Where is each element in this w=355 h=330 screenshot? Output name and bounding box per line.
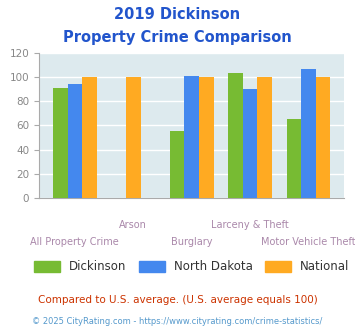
- Text: Compared to U.S. average. (U.S. average equals 100): Compared to U.S. average. (U.S. average …: [38, 295, 317, 305]
- Bar: [82, 77, 97, 198]
- Text: 2019 Dickinson: 2019 Dickinson: [114, 7, 241, 21]
- Legend: Dickinson, North Dakota, National: Dickinson, North Dakota, National: [34, 260, 349, 274]
- Text: All Property Crime: All Property Crime: [31, 237, 119, 247]
- Bar: [243, 89, 257, 198]
- Bar: [228, 73, 243, 198]
- Text: Burglary: Burglary: [171, 237, 212, 247]
- Bar: [67, 84, 82, 198]
- Bar: [286, 119, 301, 198]
- Bar: [301, 69, 316, 198]
- Text: Larceny & Theft: Larceny & Theft: [211, 220, 289, 230]
- Text: Motor Vehicle Theft: Motor Vehicle Theft: [261, 237, 355, 247]
- Text: Property Crime Comparison: Property Crime Comparison: [63, 30, 292, 45]
- Bar: [126, 77, 141, 198]
- Bar: [170, 131, 184, 198]
- Bar: [53, 88, 67, 198]
- Bar: [199, 77, 214, 198]
- Bar: [316, 77, 331, 198]
- Bar: [184, 76, 199, 198]
- Text: © 2025 CityRating.com - https://www.cityrating.com/crime-statistics/: © 2025 CityRating.com - https://www.city…: [32, 317, 323, 326]
- Text: Arson: Arson: [119, 220, 147, 230]
- Bar: [257, 77, 272, 198]
